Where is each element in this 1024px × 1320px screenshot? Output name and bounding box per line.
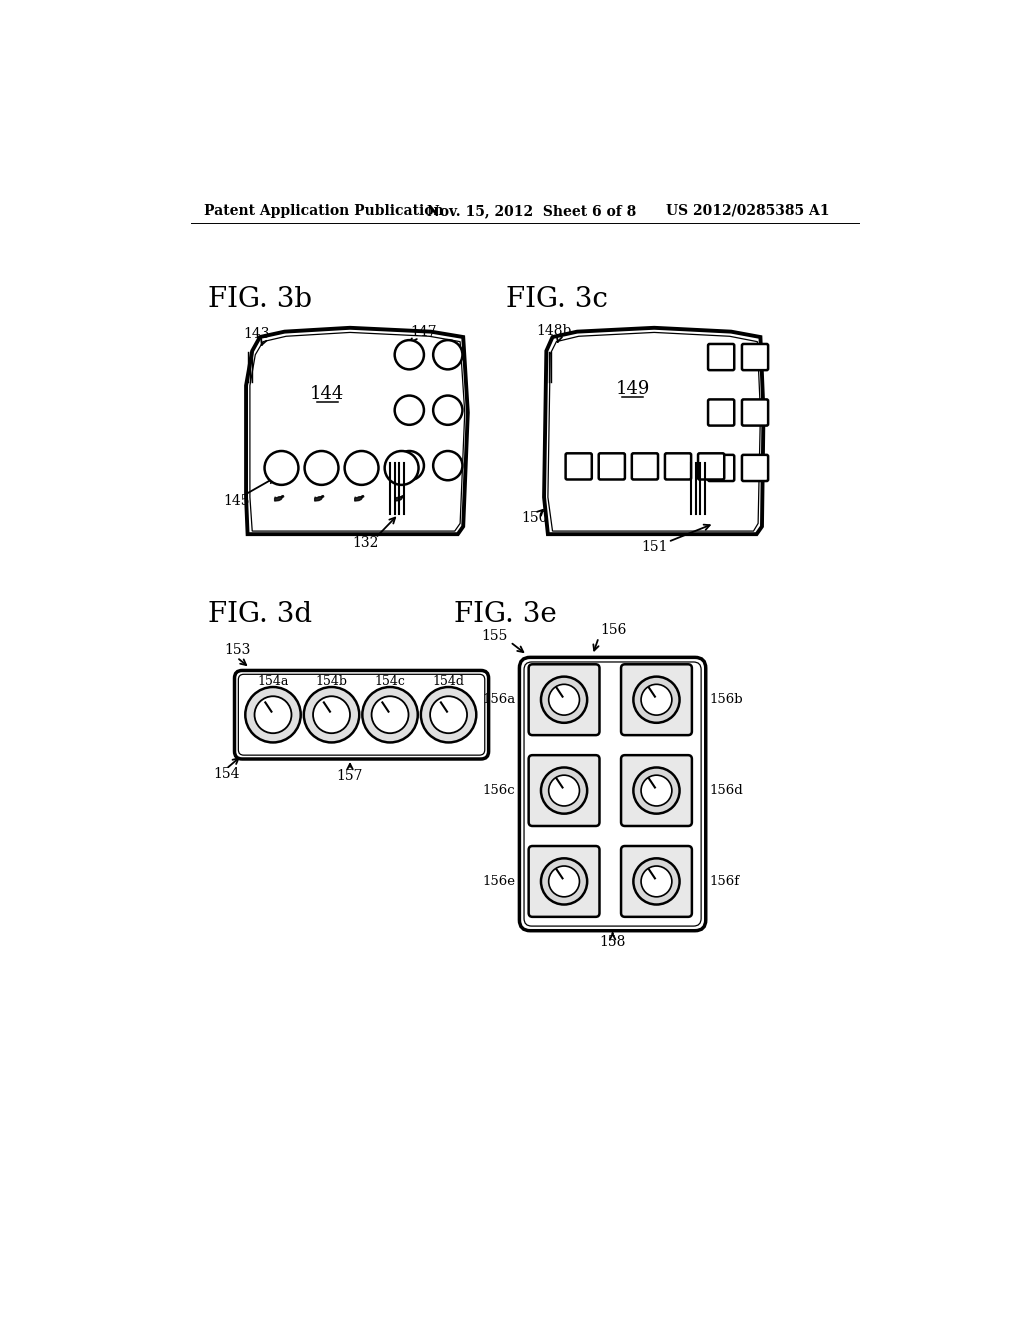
Circle shape bbox=[641, 866, 672, 896]
Text: 154b: 154b bbox=[315, 675, 347, 688]
Text: 156a: 156a bbox=[482, 693, 515, 706]
Circle shape bbox=[372, 696, 409, 733]
Text: 143: 143 bbox=[243, 327, 269, 341]
Text: FIG. 3b: FIG. 3b bbox=[208, 286, 311, 313]
Polygon shape bbox=[354, 496, 362, 502]
Text: 149: 149 bbox=[615, 380, 650, 399]
Polygon shape bbox=[401, 496, 403, 498]
Circle shape bbox=[255, 696, 292, 733]
Text: 156b: 156b bbox=[710, 693, 743, 706]
Circle shape bbox=[394, 396, 424, 425]
Circle shape bbox=[641, 775, 672, 807]
FancyBboxPatch shape bbox=[621, 755, 692, 826]
Text: 148b: 148b bbox=[537, 323, 571, 338]
Circle shape bbox=[433, 341, 463, 370]
Circle shape bbox=[549, 866, 580, 896]
Polygon shape bbox=[314, 496, 323, 502]
Text: FIG. 3d: FIG. 3d bbox=[208, 601, 311, 628]
Text: 153: 153 bbox=[224, 643, 251, 656]
Circle shape bbox=[385, 451, 419, 484]
FancyBboxPatch shape bbox=[519, 657, 706, 931]
Text: 158: 158 bbox=[599, 936, 626, 949]
Text: US 2012/0285385 A1: US 2012/0285385 A1 bbox=[666, 203, 829, 218]
Circle shape bbox=[549, 775, 580, 807]
Text: 157: 157 bbox=[337, 770, 364, 783]
FancyBboxPatch shape bbox=[528, 664, 599, 735]
Circle shape bbox=[394, 451, 424, 480]
Polygon shape bbox=[544, 327, 764, 535]
Text: 156: 156 bbox=[600, 623, 627, 638]
FancyBboxPatch shape bbox=[528, 846, 599, 917]
Circle shape bbox=[549, 684, 580, 715]
Circle shape bbox=[313, 696, 350, 733]
FancyBboxPatch shape bbox=[742, 455, 768, 480]
Text: 156d: 156d bbox=[710, 784, 743, 797]
Circle shape bbox=[246, 686, 301, 742]
Circle shape bbox=[634, 858, 680, 904]
Text: 144: 144 bbox=[310, 385, 344, 403]
FancyBboxPatch shape bbox=[742, 400, 768, 425]
Text: 156f: 156f bbox=[710, 875, 739, 888]
Circle shape bbox=[541, 858, 587, 904]
Polygon shape bbox=[361, 496, 364, 498]
Text: Nov. 15, 2012  Sheet 6 of 8: Nov. 15, 2012 Sheet 6 of 8 bbox=[427, 203, 636, 218]
Text: 145: 145 bbox=[223, 494, 250, 508]
Circle shape bbox=[541, 767, 587, 813]
FancyBboxPatch shape bbox=[708, 345, 734, 370]
Text: 154c: 154c bbox=[375, 675, 406, 688]
FancyBboxPatch shape bbox=[665, 453, 691, 479]
Polygon shape bbox=[246, 327, 468, 535]
Circle shape bbox=[421, 686, 476, 742]
Circle shape bbox=[634, 677, 680, 723]
Text: FIG. 3c: FIG. 3c bbox=[506, 286, 607, 313]
Text: 151: 151 bbox=[641, 540, 668, 554]
Text: 154: 154 bbox=[214, 767, 241, 781]
Polygon shape bbox=[322, 496, 324, 498]
FancyBboxPatch shape bbox=[568, 358, 697, 426]
Circle shape bbox=[362, 686, 418, 742]
Text: 156e: 156e bbox=[482, 875, 515, 888]
Polygon shape bbox=[394, 496, 402, 502]
Text: 150: 150 bbox=[521, 511, 547, 525]
FancyBboxPatch shape bbox=[234, 671, 488, 759]
FancyBboxPatch shape bbox=[571, 360, 694, 424]
Text: FIG. 3e: FIG. 3e bbox=[454, 601, 557, 628]
Circle shape bbox=[641, 684, 672, 715]
FancyBboxPatch shape bbox=[528, 755, 599, 826]
Text: 147: 147 bbox=[410, 325, 436, 339]
Text: 154d: 154d bbox=[432, 675, 465, 688]
Circle shape bbox=[394, 341, 424, 370]
Text: 154a: 154a bbox=[257, 675, 289, 688]
Text: 156c: 156c bbox=[483, 784, 515, 797]
FancyBboxPatch shape bbox=[599, 453, 625, 479]
Circle shape bbox=[345, 451, 379, 484]
FancyBboxPatch shape bbox=[742, 345, 768, 370]
Circle shape bbox=[634, 767, 680, 813]
Circle shape bbox=[430, 696, 467, 733]
FancyBboxPatch shape bbox=[632, 453, 658, 479]
Circle shape bbox=[541, 677, 587, 723]
FancyBboxPatch shape bbox=[698, 453, 724, 479]
FancyBboxPatch shape bbox=[565, 453, 592, 479]
FancyBboxPatch shape bbox=[708, 455, 734, 480]
Circle shape bbox=[264, 451, 298, 484]
FancyBboxPatch shape bbox=[708, 400, 734, 425]
Text: 132: 132 bbox=[352, 536, 379, 550]
Polygon shape bbox=[274, 496, 283, 502]
Polygon shape bbox=[282, 496, 284, 498]
Circle shape bbox=[433, 451, 463, 480]
FancyBboxPatch shape bbox=[271, 367, 383, 426]
Circle shape bbox=[433, 396, 463, 425]
Text: Patent Application Publication: Patent Application Publication bbox=[204, 203, 443, 218]
Circle shape bbox=[304, 686, 359, 742]
Circle shape bbox=[304, 451, 339, 484]
FancyBboxPatch shape bbox=[621, 846, 692, 917]
FancyBboxPatch shape bbox=[621, 664, 692, 735]
FancyBboxPatch shape bbox=[267, 363, 387, 430]
Text: 155: 155 bbox=[481, 628, 508, 643]
